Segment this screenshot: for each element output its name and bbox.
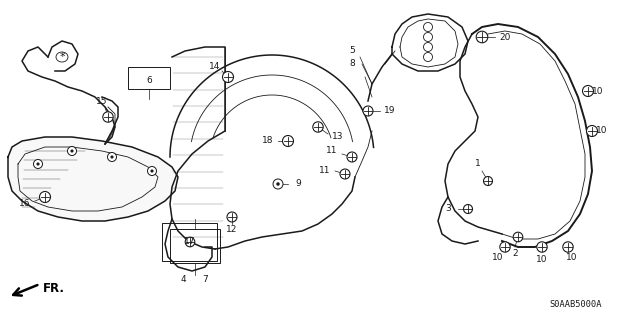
Text: 11: 11: [326, 146, 338, 155]
Text: 19: 19: [384, 107, 396, 115]
Text: 10: 10: [596, 127, 608, 136]
Text: 7: 7: [202, 275, 208, 284]
Circle shape: [363, 106, 373, 116]
Text: S0AAB5000A: S0AAB5000A: [550, 300, 602, 309]
Circle shape: [70, 149, 74, 152]
Text: 10: 10: [566, 253, 578, 262]
Circle shape: [185, 237, 195, 247]
Circle shape: [563, 242, 573, 252]
Circle shape: [586, 125, 598, 137]
Circle shape: [513, 232, 523, 242]
Text: 8: 8: [349, 60, 355, 69]
Text: FR.: FR.: [43, 281, 65, 294]
Text: 13: 13: [332, 132, 344, 142]
Text: 11: 11: [319, 167, 331, 175]
Circle shape: [500, 242, 510, 252]
Text: 12: 12: [227, 225, 237, 234]
Bar: [128, 67, 170, 89]
Text: 1: 1: [475, 160, 481, 168]
Text: 5: 5: [349, 47, 355, 56]
Text: 10: 10: [592, 86, 604, 95]
Text: 14: 14: [209, 63, 221, 71]
Circle shape: [273, 179, 283, 189]
Circle shape: [108, 152, 116, 161]
Circle shape: [463, 204, 472, 213]
Circle shape: [40, 191, 51, 203]
Circle shape: [67, 146, 77, 155]
Circle shape: [282, 136, 294, 146]
Text: 18: 18: [262, 137, 274, 145]
Text: 10: 10: [536, 255, 548, 263]
Circle shape: [33, 160, 42, 168]
Text: 20: 20: [499, 33, 511, 41]
Circle shape: [36, 162, 40, 166]
Text: 15: 15: [96, 98, 108, 107]
Text: 16: 16: [19, 199, 31, 209]
Text: 6: 6: [146, 77, 152, 85]
Circle shape: [476, 31, 488, 43]
Circle shape: [276, 182, 280, 186]
Text: 10: 10: [492, 253, 504, 262]
Text: 2: 2: [512, 249, 518, 258]
Bar: [170, 229, 220, 263]
Text: 3: 3: [445, 204, 451, 213]
Polygon shape: [8, 137, 178, 221]
Circle shape: [313, 122, 323, 132]
Circle shape: [537, 242, 547, 252]
Circle shape: [347, 152, 357, 162]
Circle shape: [103, 112, 113, 122]
Circle shape: [582, 85, 593, 97]
Text: 17: 17: [184, 238, 196, 247]
Text: 9: 9: [295, 180, 301, 189]
Text: 4: 4: [180, 275, 186, 284]
Circle shape: [483, 176, 493, 186]
Circle shape: [150, 169, 154, 173]
Circle shape: [227, 212, 237, 222]
Bar: [162, 223, 217, 261]
Circle shape: [147, 167, 157, 175]
Circle shape: [223, 71, 234, 83]
Circle shape: [340, 169, 350, 179]
Text: *: *: [59, 52, 65, 62]
Circle shape: [111, 155, 113, 159]
